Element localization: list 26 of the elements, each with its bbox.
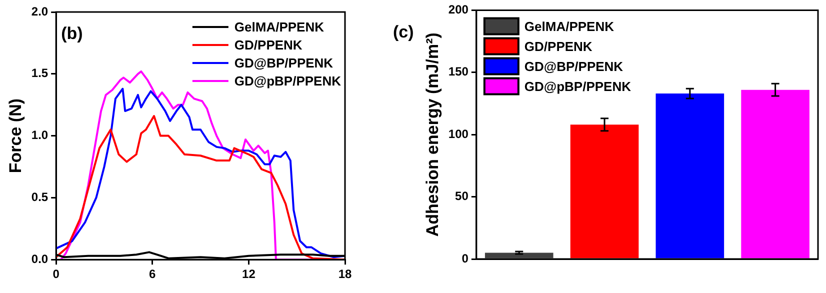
y-axis-title: Adhesion energy (mJ/m²) (422, 32, 442, 237)
y-tick-label: 0.5 (31, 190, 48, 204)
text: (c) (393, 22, 414, 42)
legend-label: GD/PPENK (234, 38, 303, 53)
y-tick-label: 100 (448, 126, 469, 141)
legend-label: GD@BP/PPENK (524, 58, 624, 74)
y-tick-label: 200 (448, 2, 469, 17)
x-tick-label: 18 (338, 267, 352, 282)
y-axis-title: Force (N) (6, 98, 25, 174)
y-tick-label: 0.0 (31, 252, 48, 266)
y-tick-label: 50 (455, 189, 469, 204)
x-tick-label: 6 (149, 267, 156, 282)
y-tick-label: 1.0 (31, 128, 48, 142)
y-tick-label: 1.5 (31, 66, 48, 80)
legend-label: GelMA/PPENK (524, 18, 615, 34)
annotation: (b) (61, 24, 83, 44)
legend-label: GelMA/PPENK (234, 20, 325, 35)
y-tick-label: 2.0 (31, 4, 48, 18)
legend-label: GD/PPENK (524, 38, 593, 54)
y-tick-label: 0 (462, 251, 469, 266)
legend-label: GD@pBP/PPENK (524, 78, 632, 94)
x-tick-label: 0 (52, 267, 60, 282)
x-tick-label: 12 (242, 267, 256, 282)
legend-label: GD@BP/PPENK (234, 56, 334, 71)
y-tick-label: 150 (448, 64, 469, 79)
legend-label: GD@pBP/PPENK (234, 74, 342, 89)
